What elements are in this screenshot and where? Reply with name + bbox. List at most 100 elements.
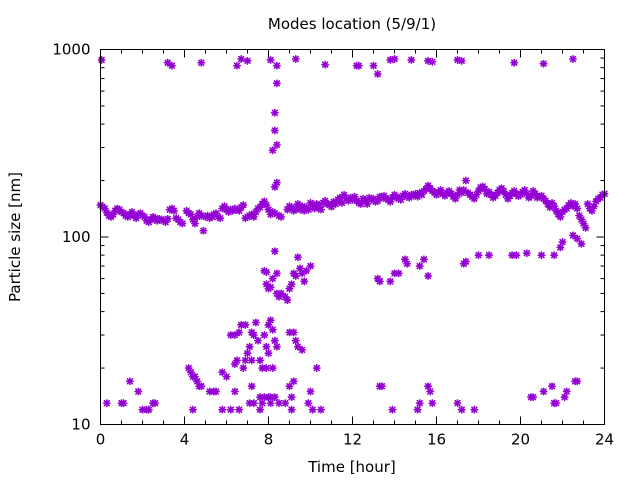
data-point <box>102 399 111 408</box>
data-point <box>191 219 199 228</box>
data-point <box>388 405 397 414</box>
data-point <box>453 399 462 408</box>
data-point <box>197 58 206 67</box>
data-point <box>251 318 260 327</box>
y-tick-label: 1000 <box>52 41 90 59</box>
data-point <box>144 405 153 414</box>
data-point <box>233 61 241 70</box>
data-point <box>390 54 399 63</box>
data-point <box>568 54 578 63</box>
data-point <box>293 253 302 262</box>
data-point <box>218 368 227 377</box>
x-tick-label: 12 <box>343 431 362 449</box>
data-point <box>272 61 281 70</box>
data-point <box>270 126 279 135</box>
data-point <box>151 399 160 408</box>
data-point <box>281 399 290 408</box>
data-point <box>199 226 208 235</box>
data-point <box>424 271 433 280</box>
data-point <box>291 54 300 63</box>
data-point <box>474 251 483 260</box>
data-point <box>547 382 557 391</box>
data-point <box>291 271 300 280</box>
data-point <box>377 382 386 391</box>
data-point <box>407 55 416 64</box>
data-point <box>415 399 424 408</box>
data-point <box>226 405 235 414</box>
data-point <box>550 251 559 260</box>
data-point <box>369 61 378 70</box>
data-point <box>249 399 258 408</box>
data-point <box>268 146 277 155</box>
y-axis: 10 100 1000 <box>52 41 605 434</box>
data-point <box>218 405 227 414</box>
x-tick-label: 0 <box>96 431 106 449</box>
data-point <box>268 325 277 334</box>
data-point <box>308 405 317 414</box>
data-point <box>461 257 470 266</box>
data-point <box>119 399 128 408</box>
data-point <box>312 364 321 373</box>
data-point <box>247 356 256 365</box>
data-point <box>461 176 470 185</box>
data-point <box>167 61 176 70</box>
chart-title: Modes location (5/9/1) <box>268 15 436 33</box>
data-point <box>266 399 275 408</box>
y-tick-label: 100 <box>62 228 91 246</box>
data-point <box>581 223 590 232</box>
data-point <box>426 387 435 396</box>
data-point <box>247 382 256 391</box>
data-points <box>96 54 609 414</box>
data-point <box>510 58 519 67</box>
data-point <box>560 393 569 402</box>
data-point <box>291 336 300 345</box>
data-point <box>287 393 296 402</box>
data-point <box>277 212 286 221</box>
x-tick-label: 16 <box>427 431 446 449</box>
data-point <box>306 387 315 396</box>
data-point <box>249 331 258 340</box>
data-point <box>230 331 239 340</box>
data-point <box>316 205 326 214</box>
data-point <box>258 399 267 408</box>
data-point <box>191 372 199 381</box>
data-point <box>270 393 279 402</box>
data-point <box>270 336 279 345</box>
x-tick-label: 24 <box>595 431 614 449</box>
data-point <box>235 328 244 337</box>
data-point <box>457 405 466 414</box>
data-point <box>216 214 225 223</box>
data-point <box>262 342 271 351</box>
data-point <box>266 283 275 292</box>
data-point <box>577 239 586 248</box>
data-point <box>272 79 281 88</box>
data-point <box>274 399 284 408</box>
data-point <box>241 356 250 365</box>
data-point <box>266 316 275 325</box>
data-point <box>539 387 548 396</box>
data-point <box>512 251 521 260</box>
data-point <box>272 342 281 351</box>
data-point <box>270 108 279 117</box>
data-point <box>235 405 244 414</box>
data-point <box>254 336 263 345</box>
data-point <box>287 405 296 414</box>
data-point <box>256 405 265 414</box>
data-point <box>298 345 307 354</box>
data-point <box>289 377 298 386</box>
data-point <box>239 364 248 373</box>
data-point <box>298 269 307 278</box>
data-point <box>373 70 382 79</box>
data-point <box>484 251 494 260</box>
data-point <box>230 360 239 369</box>
data-point <box>262 364 271 373</box>
data-point <box>293 342 302 351</box>
data-point <box>270 247 279 256</box>
data-point <box>245 342 254 351</box>
data-point <box>526 393 536 402</box>
data-point <box>470 405 479 414</box>
x-tick-label: 4 <box>180 431 190 449</box>
x-tick-label: 20 <box>511 431 530 449</box>
data-point <box>163 214 172 223</box>
